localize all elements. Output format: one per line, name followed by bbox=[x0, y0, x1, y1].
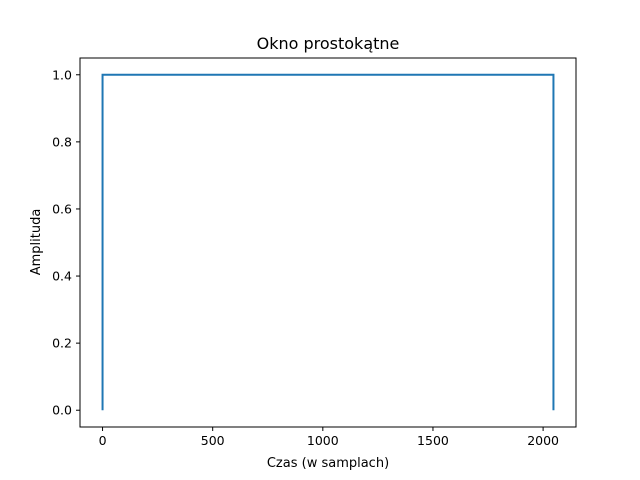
y-tick-label: 1.0 bbox=[52, 67, 72, 82]
chart-title: Okno prostokątne bbox=[257, 34, 400, 53]
x-tick-label: 1500 bbox=[417, 433, 449, 448]
x-axis-ticks: 0 500 1000 1500 2000 bbox=[99, 427, 559, 448]
x-tick-label: 500 bbox=[201, 433, 225, 448]
x-tick-label: 1000 bbox=[307, 433, 339, 448]
x-axis-label: Czas (w samplach) bbox=[267, 456, 389, 471]
y-tick-label: 0.8 bbox=[52, 134, 72, 149]
plot-frame bbox=[79, 57, 577, 428]
plot-series bbox=[101, 73, 555, 411]
series-line-0 bbox=[101, 73, 555, 411]
y-tick-label: 0.2 bbox=[52, 336, 72, 351]
y-axis-label: Amplituda bbox=[29, 209, 44, 276]
y-tick-label: 0.4 bbox=[52, 269, 72, 284]
y-tick-label: 0.6 bbox=[52, 201, 72, 216]
y-tick-label: 0.0 bbox=[52, 403, 72, 418]
y-axis-ticks: 0.0 0.2 0.4 0.6 0.8 1.0 bbox=[52, 67, 80, 418]
x-tick-label: 2000 bbox=[527, 433, 559, 448]
x-tick-label: 0 bbox=[99, 433, 107, 448]
